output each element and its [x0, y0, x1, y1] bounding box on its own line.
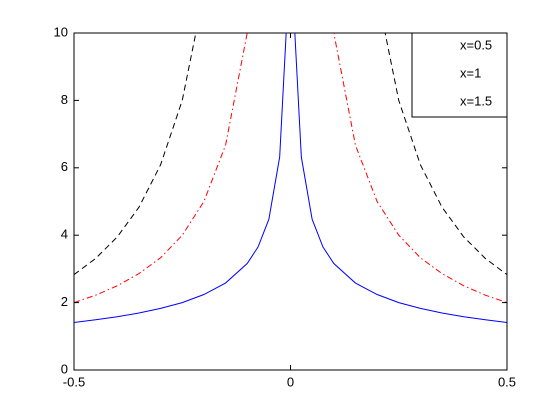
y-tick-label: 0 — [61, 361, 68, 376]
legend-label: x=1.5 — [460, 93, 492, 108]
y-tick-label: 2 — [61, 294, 68, 309]
x-tick-label: 0.5 — [498, 374, 516, 389]
legend-label: x=1 — [460, 65, 481, 80]
series-line — [74, 33, 507, 276]
y-tick-label: 4 — [61, 227, 68, 242]
x-tick-label: 0 — [287, 374, 294, 389]
y-tick-label: 8 — [61, 92, 68, 107]
y-tick-label: 6 — [61, 159, 68, 174]
y-tick-label: 10 — [54, 24, 68, 39]
legend-box — [411, 32, 508, 118]
series-line — [74, 33, 507, 323]
legend-label: x=0.5 — [460, 37, 492, 52]
x-tick-label: -0.5 — [63, 374, 85, 389]
series-line — [74, 33, 507, 304]
